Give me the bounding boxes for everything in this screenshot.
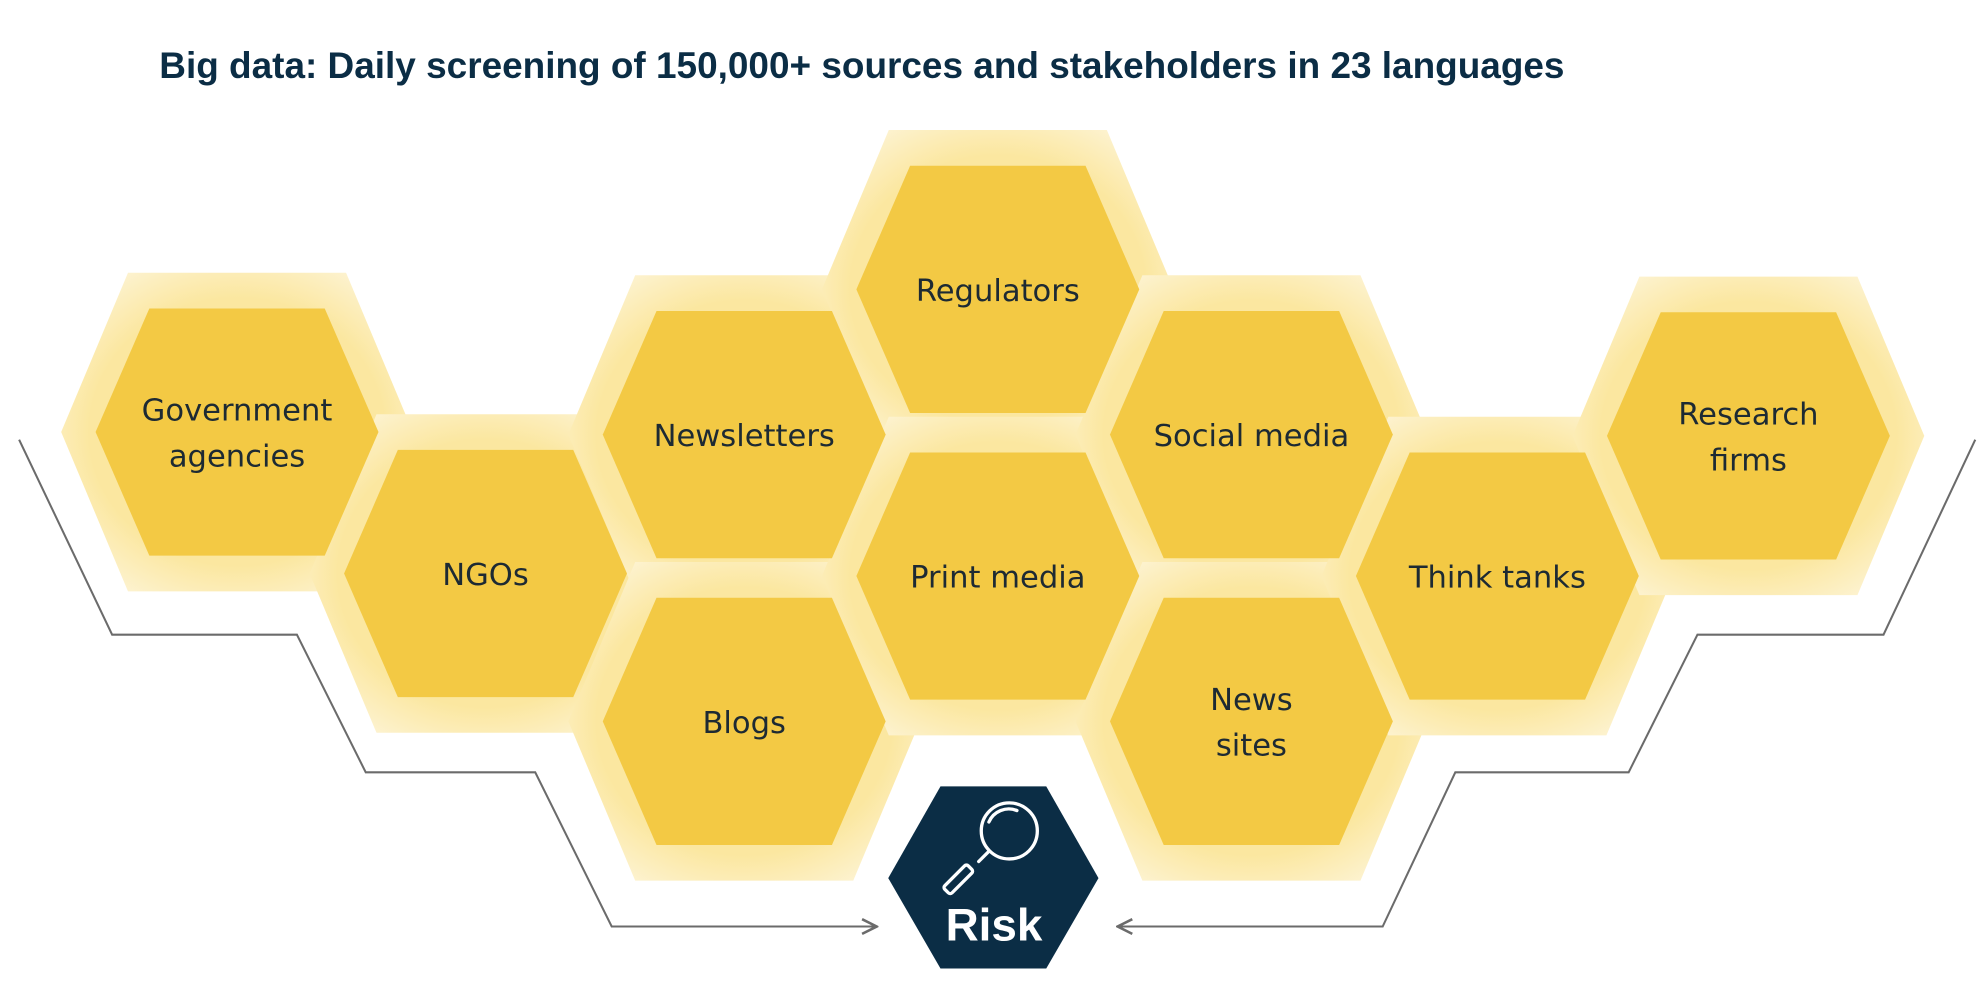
hex-news-sites: News sites bbox=[1109, 597, 1393, 845]
magnifying-glass-icon bbox=[942, 801, 1039, 896]
hexagon bbox=[344, 449, 627, 698]
hex-label: Think tanks bbox=[1408, 561, 1586, 596]
hex-ngos: NGOs bbox=[344, 449, 627, 698]
hex-research-firms: Research firms bbox=[1606, 312, 1890, 560]
hexagon bbox=[95, 308, 379, 556]
hexagon bbox=[1606, 312, 1890, 560]
hexagon bbox=[602, 597, 886, 845]
hex-government-agencies: Government agencies bbox=[95, 308, 379, 556]
hexagon bbox=[1109, 597, 1393, 845]
hex-social-media: Social media bbox=[1109, 310, 1393, 559]
hex-label: firms bbox=[1710, 443, 1787, 478]
page-title: Big data: Daily screening of 150,000+ so… bbox=[159, 45, 1564, 86]
hex-layer: Government agencies NGOs Newsletters Blogs Re… bbox=[95, 165, 1890, 845]
risk-label: Risk bbox=[946, 899, 1043, 951]
hexagon bbox=[856, 165, 1140, 413]
hexagon bbox=[602, 310, 886, 559]
risk-hexagon bbox=[888, 786, 1099, 969]
hex-label: sites bbox=[1216, 729, 1287, 764]
hex-label: NGOs bbox=[442, 558, 529, 593]
hex-think-tanks: Think tanks bbox=[1355, 452, 1639, 700]
right-flow-arrow bbox=[1118, 439, 1977, 927]
hex-label: News bbox=[1210, 683, 1293, 718]
hex-label: Print media bbox=[910, 561, 1085, 596]
hex-regulators: Regulators bbox=[856, 165, 1140, 413]
hex-print-media: Print media bbox=[856, 452, 1140, 700]
hexagon bbox=[1109, 310, 1393, 559]
hex-label: Blogs bbox=[702, 706, 786, 741]
hexagon bbox=[856, 452, 1140, 700]
hex-newsletters: Newsletters bbox=[602, 310, 886, 559]
hex-blogs: Blogs bbox=[602, 597, 886, 845]
hex-label: Regulators bbox=[916, 274, 1080, 309]
hex-label: agencies bbox=[169, 439, 305, 474]
hex-label: Research bbox=[1678, 397, 1818, 432]
hex-label: Social media bbox=[1154, 419, 1350, 454]
hexagon bbox=[1355, 452, 1639, 700]
hex-label: Government bbox=[142, 394, 333, 429]
hex-label: Newsletters bbox=[654, 419, 835, 454]
risk-hex: Risk bbox=[888, 786, 1099, 969]
left-flow-arrow bbox=[18, 439, 877, 927]
